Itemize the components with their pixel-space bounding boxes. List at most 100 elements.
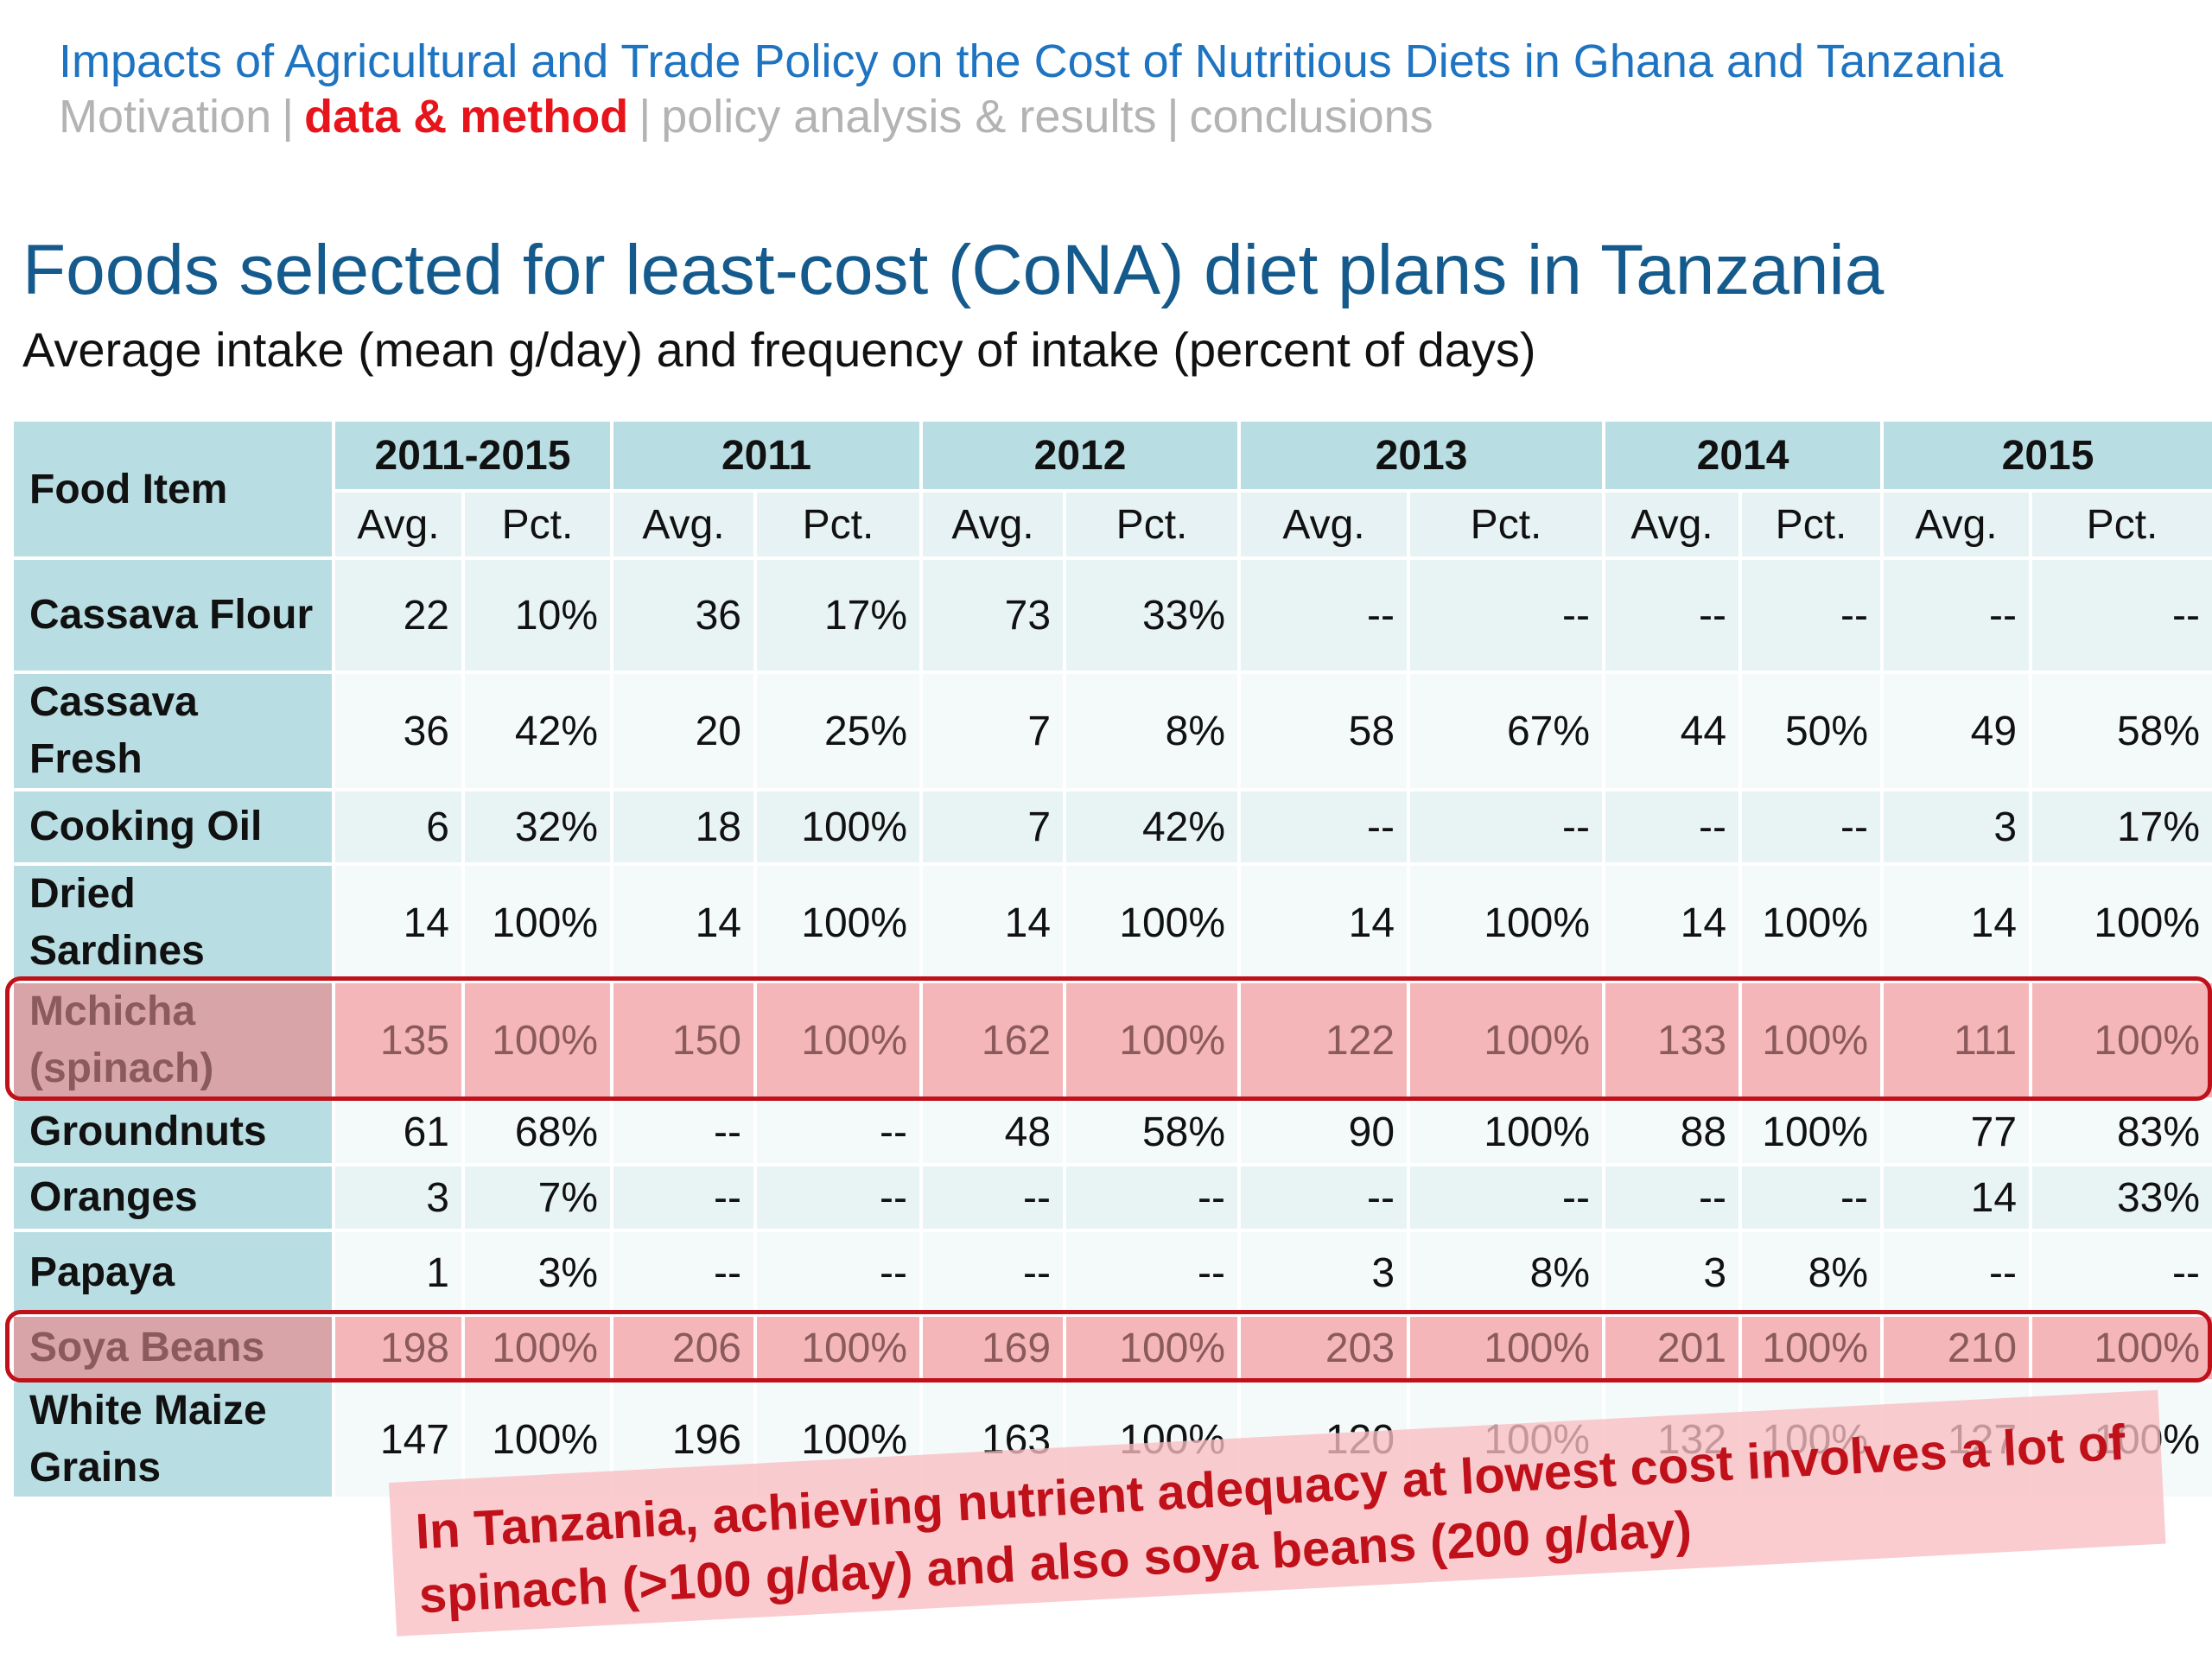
pct-value-cell: -- xyxy=(753,1163,924,1232)
pct-value-cell: 100% xyxy=(2029,980,2212,1101)
avg-value-cell: -- xyxy=(610,1229,757,1317)
avg-value-cell: -- xyxy=(1880,556,2033,674)
breadcrumb-separator: | xyxy=(639,91,652,143)
pct-header: Pct. xyxy=(1063,489,1242,560)
pct-header: Pct. xyxy=(461,489,613,560)
avg-value-cell: -- xyxy=(610,1097,757,1166)
avg-value-cell: 3 xyxy=(1237,1229,1411,1317)
food-item-cell: Dried Sardines xyxy=(10,862,335,983)
avg-value-cell: 1 xyxy=(332,1229,465,1317)
pct-value-cell: 100% xyxy=(1063,980,1242,1101)
pct-value-cell: 8% xyxy=(1407,1229,1606,1317)
pct-value-cell: 100% xyxy=(461,1313,613,1382)
avg-value-cell: 203 xyxy=(1237,1313,1411,1382)
avg-value-cell: -- xyxy=(919,1163,1067,1232)
breadcrumb: Motivation | data & method | policy analysis… xyxy=(59,90,1433,143)
table-row: Groundnuts 61 68% -- -- 48 58% 90 100% 88 100% 77 83… xyxy=(10,1097,2212,1166)
pct-value-cell: 25% xyxy=(753,671,924,791)
avg-header: Avg. xyxy=(332,489,465,560)
avg-header: Avg. xyxy=(919,489,1067,560)
pct-value-cell: 42% xyxy=(461,671,613,791)
breadcrumb-separator: | xyxy=(282,91,295,143)
avg-value-cell: -- xyxy=(919,1229,1067,1317)
slide-title: Foods selected for least-cost (CoNA) die… xyxy=(22,231,1885,309)
avg-value-cell: 18 xyxy=(610,788,757,866)
pct-value-cell: 58% xyxy=(1063,1097,1242,1166)
pct-value-cell: 100% xyxy=(2029,862,2212,983)
pct-value-cell: 100% xyxy=(461,862,613,983)
table-row: Cassava Fresh 36 42% 20 25% 7 8% 58 67% 44 50% 49 58… xyxy=(10,671,2212,791)
pct-value-cell: -- xyxy=(1738,1163,1885,1232)
pct-value-cell: -- xyxy=(1063,1229,1242,1317)
avg-value-cell: 147 xyxy=(332,1379,465,1500)
avg-value-cell: 14 xyxy=(1602,862,1743,983)
avg-value-cell: 73 xyxy=(919,556,1067,674)
pct-value-cell: -- xyxy=(2029,1229,2212,1317)
avg-value-cell: 58 xyxy=(1237,671,1411,791)
pct-value-cell: 100% xyxy=(1407,1313,1606,1382)
period-header: 2014 xyxy=(1602,418,1885,493)
pct-value-cell: 100% xyxy=(753,980,924,1101)
pct-value-cell: 50% xyxy=(1738,671,1885,791)
pct-value-cell: -- xyxy=(1063,1163,1242,1232)
avg-value-cell: 14 xyxy=(610,862,757,983)
avg-value-cell: 150 xyxy=(610,980,757,1101)
pct-value-cell: 100% xyxy=(1407,980,1606,1101)
pct-value-cell: 100% xyxy=(1407,1097,1606,1166)
breadcrumb-separator: | xyxy=(1166,91,1179,143)
table-subheader-row: Avg. Pct. Avg. Pct. Avg. Pct. Avg. Pct. … xyxy=(12,489,2212,560)
food-item-cell: White Maize Grains xyxy=(10,1379,335,1500)
avg-value-cell: 88 xyxy=(1602,1097,1743,1166)
avg-value-cell: 90 xyxy=(1237,1097,1411,1166)
avg-value-cell: 111 xyxy=(1880,980,2033,1101)
pct-value-cell: -- xyxy=(753,1229,924,1317)
pct-value-cell: 100% xyxy=(461,980,613,1101)
food-intake-table: Food Item 2011-2015 2011 2012 2013 2014 … xyxy=(10,418,2212,1500)
table-row: Mchicha (spinach) 135 100% 150 100% 162 100% 12… xyxy=(10,980,2212,1101)
pct-value-cell: 100% xyxy=(1407,862,1606,983)
avg-value-cell: 48 xyxy=(919,1097,1067,1166)
table-row: Oranges 3 7% -- -- -- -- -- -- -- -- 14 33% xyxy=(10,1163,2212,1232)
food-item-cell: Soya Beans xyxy=(10,1313,335,1382)
pct-value-cell: 8% xyxy=(1063,671,1242,791)
avg-value-cell: 198 xyxy=(332,1313,465,1382)
avg-value-cell: 7 xyxy=(919,788,1067,866)
avg-value-cell: -- xyxy=(1602,788,1743,866)
breadcrumb-item-motivation[interactable]: Motivation xyxy=(59,91,272,143)
avg-value-cell: 3 xyxy=(1602,1229,1743,1317)
avg-value-cell: 14 xyxy=(1880,1163,2033,1232)
avg-value-cell: 36 xyxy=(610,556,757,674)
breadcrumb-item-conclusions[interactable]: conclusions xyxy=(1189,91,1433,143)
avg-value-cell: 7 xyxy=(919,671,1067,791)
pct-value-cell: 100% xyxy=(1738,862,1885,983)
avg-value-cell: -- xyxy=(1602,1163,1743,1232)
pct-value-cell: 7% xyxy=(461,1163,613,1232)
pct-value-cell: 100% xyxy=(1063,1313,1242,1382)
pct-value-cell: 3% xyxy=(461,1229,613,1317)
avg-value-cell: 44 xyxy=(1602,671,1743,791)
avg-value-cell: 206 xyxy=(610,1313,757,1382)
breadcrumb-item-data-method[interactable]: data & method xyxy=(304,91,629,143)
pct-value-cell: 33% xyxy=(2029,1163,2212,1232)
avg-value-cell: 22 xyxy=(332,556,465,674)
period-header: 2012 xyxy=(919,418,1242,493)
avg-value-cell: 3 xyxy=(332,1163,465,1232)
pct-header: Pct. xyxy=(2029,489,2212,560)
avg-value-cell: 14 xyxy=(919,862,1067,983)
pct-value-cell: 100% xyxy=(1738,1313,1885,1382)
table-row: Cassava Flour 22 10% 36 17% 73 33% -- -- -- -- -- -- xyxy=(10,556,2212,674)
pct-value-cell: 58% xyxy=(2029,671,2212,791)
pct-value-cell: -- xyxy=(1407,556,1606,674)
period-header: 2015 xyxy=(1880,418,2212,493)
avg-value-cell: -- xyxy=(1237,556,1411,674)
pct-header: Pct. xyxy=(1407,489,1606,560)
pct-value-cell: 33% xyxy=(1063,556,1242,674)
pct-value-cell: -- xyxy=(1738,556,1885,674)
food-item-cell: Mchicha (spinach) xyxy=(10,980,335,1101)
table-row: Cooking Oil 6 32% 18 100% 7 42% -- -- -- -- 3 17% xyxy=(10,788,2212,866)
breadcrumb-item-policy-analysis[interactable]: policy analysis & results xyxy=(661,91,1157,143)
avg-value-cell: 133 xyxy=(1602,980,1743,1101)
avg-value-cell: 210 xyxy=(1880,1313,2033,1382)
food-item-cell: Cassava Fresh xyxy=(10,671,335,791)
